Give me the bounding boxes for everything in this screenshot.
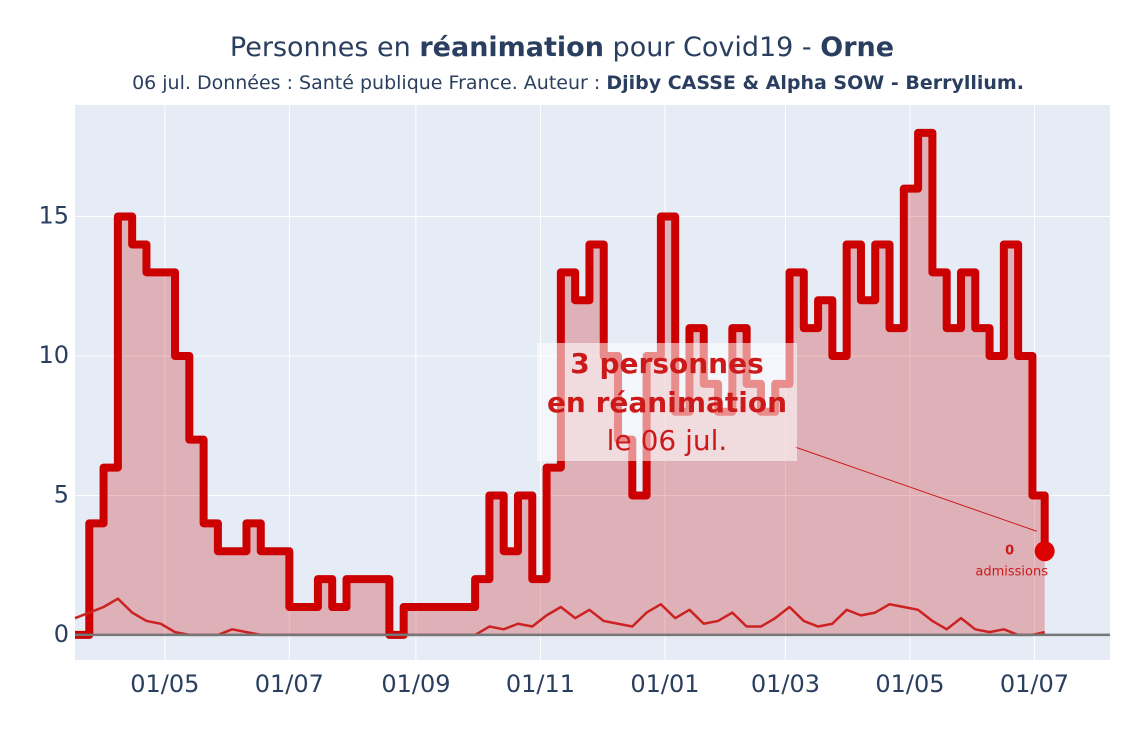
x-tick-label: 01/07	[1000, 670, 1069, 698]
annotation-text: en réanimation	[547, 386, 787, 419]
chart-subtitle: 06 jul. Données : Santé publique France.…	[132, 72, 1024, 94]
line	[74, 597, 1045, 637]
annotation-box	[537, 343, 797, 461]
x-tick-label: 01/09	[381, 670, 450, 698]
x-tick-label: 01/07	[255, 670, 324, 698]
title-part: réanimation	[419, 32, 604, 63]
x-tick-label: 01/11	[506, 670, 575, 698]
annotation-arrow	[794, 446, 1037, 532]
annotation-text: 3 personnes	[570, 347, 764, 380]
x-tick-label: 01/03	[751, 670, 820, 698]
title-part: pour Covid19 -	[604, 32, 820, 63]
line	[75, 128, 1049, 639]
admissions-value: 0	[1005, 544, 1014, 559]
subtitle-part: 06 jul. Données : Santé publique France.…	[132, 72, 606, 94]
title-part: Personnes en	[230, 32, 419, 63]
last-point	[1034, 541, 1055, 562]
admissions-label: admissions	[975, 565, 1048, 580]
chart-title: Personnes en réanimation pour Covid19 - …	[230, 32, 894, 63]
area	[75, 132, 1045, 635]
x-tick-label: 01/05	[130, 670, 199, 698]
y-tick-label: 5	[54, 480, 69, 508]
marks: 0 admissions	[74, 128, 1110, 639]
x-tick-label: 01/05	[875, 670, 944, 698]
title-part: Orne	[820, 32, 894, 63]
x-tick-label: 01/01	[630, 670, 699, 698]
annotation: 3 personnes en réanimation le 06 jul.	[537, 343, 797, 461]
y-tick-label: 0	[54, 620, 69, 648]
subtitle-part: Djiby CASSE & Alpha SOW - Berryllium.	[606, 72, 1024, 94]
y-tick-label: 15	[38, 202, 69, 230]
y-tick-label: 10	[38, 341, 69, 369]
annotation-text: le 06 jul.	[607, 424, 728, 457]
axes: 0 5 10 15 01/05 01/07 01/09 01/11 01/01 01/03 01/0…	[38, 202, 1069, 698]
